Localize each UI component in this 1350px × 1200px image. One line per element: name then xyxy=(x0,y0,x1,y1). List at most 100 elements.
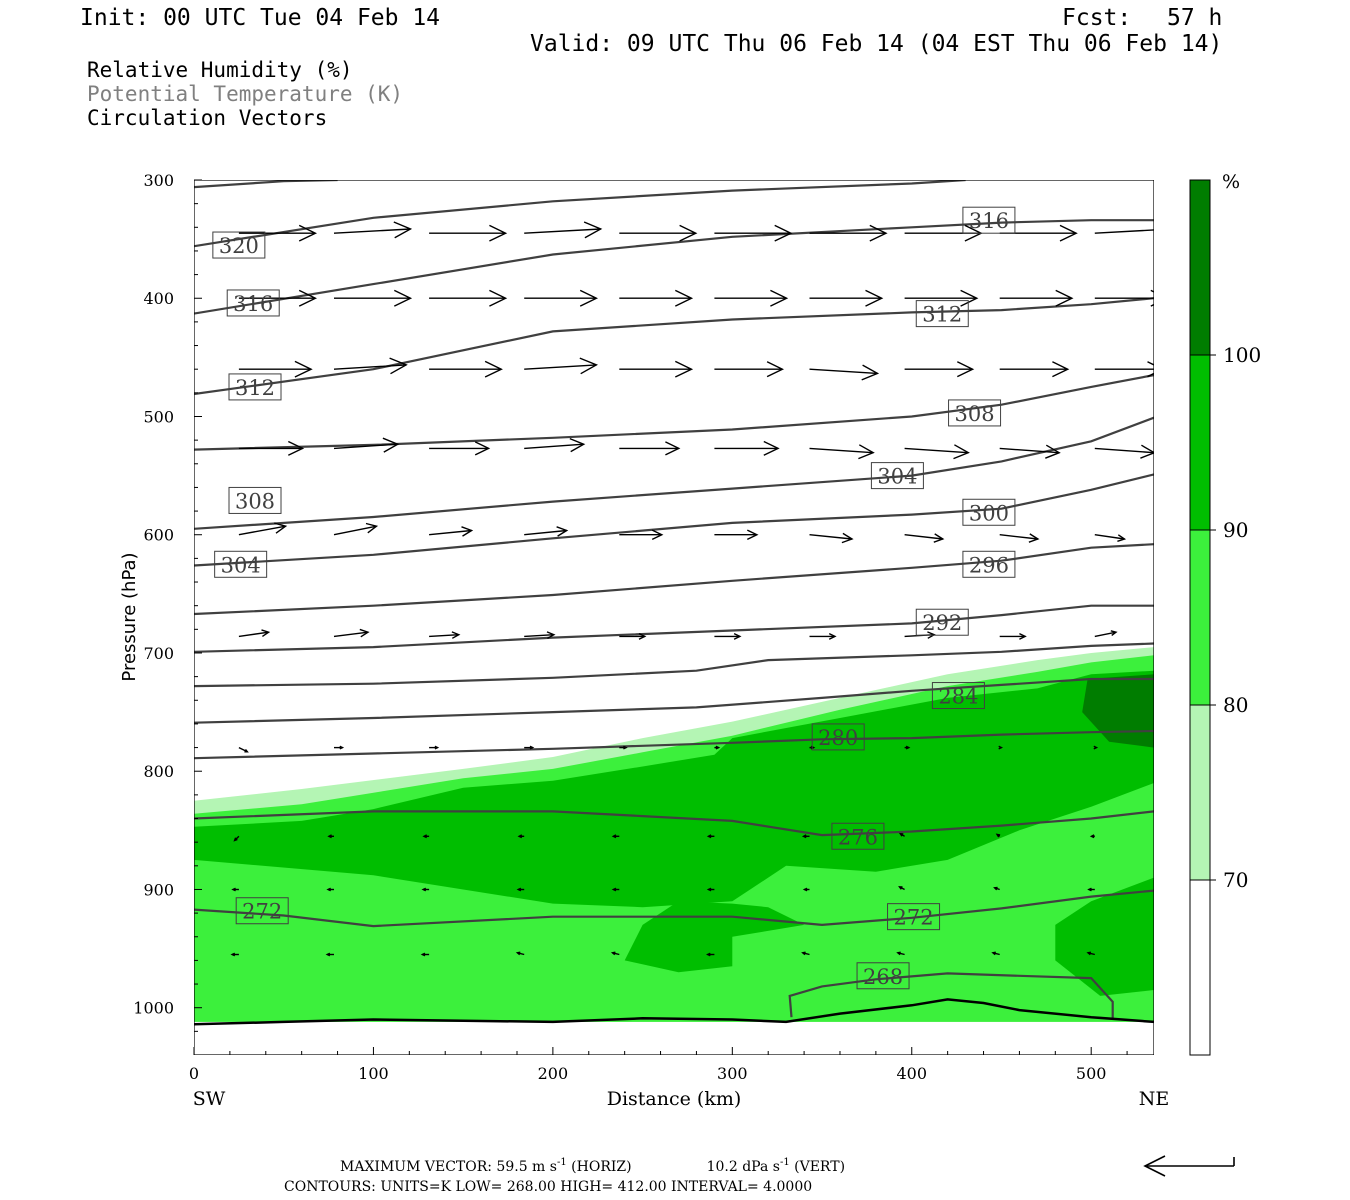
vector-shaft xyxy=(333,525,377,536)
contour-label-292: 292 xyxy=(915,608,969,636)
vector-shaft xyxy=(524,228,601,234)
circulation-vector xyxy=(334,745,345,750)
vector-head xyxy=(1087,887,1092,892)
theta-contour-268 xyxy=(788,972,1114,1020)
contour-label-text: 304 xyxy=(877,465,917,489)
vector-shaft xyxy=(429,634,459,638)
circulation-vector xyxy=(333,522,379,536)
circulation-vector xyxy=(1089,834,1095,839)
vector-head xyxy=(244,748,249,753)
vector-head xyxy=(339,745,345,750)
theta-contour-276 xyxy=(194,810,1154,837)
circulation-vector xyxy=(706,834,715,839)
vector-head xyxy=(422,834,428,839)
theta-contour-316 xyxy=(194,219,1154,315)
circulation-vector xyxy=(714,529,759,541)
colorbar: 100 90 80 70 xyxy=(1189,179,1261,1056)
circulation-vector xyxy=(999,632,1027,640)
plot-area: 320 316 316 312 312 308 308 304 304 300 296 292 284 2… xyxy=(194,180,1172,1055)
vector-head xyxy=(801,834,807,839)
contour-label-box xyxy=(235,897,289,925)
vector-head xyxy=(802,887,808,892)
colorbar-label: 80 xyxy=(1223,693,1248,717)
vector-shaft xyxy=(333,228,411,234)
vector-shaft xyxy=(333,631,369,638)
field-rh-label: Relative Humidity (%) xyxy=(87,58,353,82)
vector-head xyxy=(927,631,936,639)
contour-label-text: 308 xyxy=(955,402,995,426)
circulation-vector xyxy=(333,221,413,239)
vector-head xyxy=(861,364,880,381)
vector-head xyxy=(993,886,998,891)
circulation-vector xyxy=(429,526,474,537)
circulation-vector xyxy=(524,357,599,375)
circulation-vector xyxy=(327,834,334,839)
vector-head xyxy=(389,357,408,375)
colorbar-segment xyxy=(1190,355,1210,530)
vector-head xyxy=(1155,222,1172,238)
vector-shaft xyxy=(1094,631,1117,638)
contour-label-268: 268 xyxy=(856,962,910,990)
valid-time: Valid: 09 UTC Thu 06 Feb 14 (04 EST Thu … xyxy=(530,31,1222,57)
vector-head xyxy=(233,837,238,842)
theta-contour-308 xyxy=(194,374,1154,451)
vector-head xyxy=(956,361,975,378)
contour-label-text: 296 xyxy=(969,553,1009,577)
vector-head xyxy=(898,886,903,890)
circulation-vector xyxy=(904,745,911,750)
contour-label-320: 320 xyxy=(212,231,266,259)
circulation-vector xyxy=(802,887,810,892)
circulation-vector xyxy=(706,887,715,892)
circulation-vector xyxy=(429,441,491,456)
vector-head xyxy=(763,440,780,456)
circulation-vector xyxy=(999,289,1074,307)
axes: 0 100 200 300 400 500 300 400 500 600 700 800 900 100… xyxy=(133,171,1128,1083)
vector-head xyxy=(841,532,854,544)
forecast-label: Fcst: xyxy=(1062,5,1131,31)
vector-shaft xyxy=(524,634,554,638)
vector-head xyxy=(516,887,522,892)
circulation-vector xyxy=(238,746,249,753)
contour-labels: 320 316 316 312 312 308 308 304 304 300 296 292 284 2… xyxy=(212,206,1016,990)
vector-head xyxy=(933,533,945,543)
vector-shaft xyxy=(1094,534,1125,540)
circulation-vector xyxy=(1094,630,1118,638)
circulation-vector xyxy=(233,835,240,842)
vector-head xyxy=(359,628,370,638)
vector-head xyxy=(1086,951,1092,956)
vector-head xyxy=(1093,745,1099,750)
y-tick-label: 900 xyxy=(143,880,174,899)
field-theta-label: Potential Temperature (K) xyxy=(87,82,403,106)
circulation-vector xyxy=(524,745,535,750)
circulation-vector xyxy=(1086,951,1095,956)
contour-label-box xyxy=(962,550,1016,578)
vector-head xyxy=(382,437,400,453)
contour-label-text: 284 xyxy=(938,685,978,709)
vector-head xyxy=(583,221,603,239)
circulation-vector xyxy=(1094,289,1154,307)
contour-label-box xyxy=(811,723,865,751)
y-tick-label: 400 xyxy=(143,289,174,308)
theta-contour-272 xyxy=(194,889,1154,928)
x-tick-label: 300 xyxy=(717,1064,748,1083)
theta-contour-292 xyxy=(194,604,1154,653)
vector-head xyxy=(898,832,904,837)
vector-shaft xyxy=(999,534,1038,540)
contour-label-316: 316 xyxy=(226,289,280,317)
vector-head xyxy=(489,224,508,242)
vector-head xyxy=(998,745,1004,750)
vector-head xyxy=(665,441,681,456)
vector-head xyxy=(705,952,711,957)
circulation-vector xyxy=(524,526,569,537)
circulation-vector xyxy=(524,437,586,453)
vector-shaft xyxy=(238,525,286,536)
contours-note: CONTOURS: UNITS=K LOW= 268.00 HIGH= 412.… xyxy=(284,1179,812,1195)
vector-head xyxy=(489,289,508,307)
vector-head xyxy=(706,887,712,892)
contour-label-312: 312 xyxy=(228,373,282,401)
vector-head xyxy=(1110,630,1118,636)
contour-label-text: 316 xyxy=(233,292,273,316)
vector-head xyxy=(261,629,271,637)
contour-label-box xyxy=(212,231,266,259)
